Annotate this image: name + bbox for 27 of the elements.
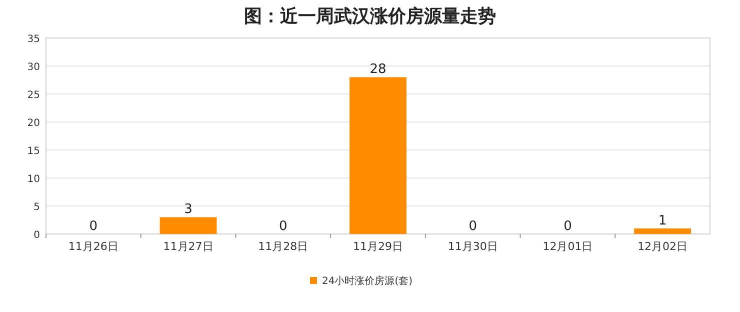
y-tick-label: 20 bbox=[27, 118, 40, 129]
x-tick-label: 12月02日 bbox=[638, 240, 688, 253]
x-tick-label: 11月28日 bbox=[258, 240, 308, 253]
data-label: 0 bbox=[468, 219, 477, 234]
data-label: 1 bbox=[658, 213, 667, 228]
x-tick-label: 11月30日 bbox=[448, 240, 498, 253]
y-tick-label: 30 bbox=[27, 62, 40, 73]
bar bbox=[160, 217, 217, 234]
data-label: 0 bbox=[89, 219, 98, 234]
bar bbox=[350, 77, 406, 234]
data-label: 28 bbox=[370, 62, 386, 78]
x-tick-label: 11月26日 bbox=[68, 240, 118, 253]
x-tick-label: 12月01日 bbox=[542, 240, 593, 253]
data-label: 0 bbox=[279, 219, 288, 234]
y-tick-label: 25 bbox=[27, 90, 40, 101]
legend-label: 24小时涨价房源(套) bbox=[322, 275, 413, 287]
data-label: 0 bbox=[564, 219, 572, 234]
y-tick-label: 15 bbox=[27, 146, 40, 157]
data-label: 3 bbox=[184, 202, 192, 218]
y-tick-label: 35 bbox=[27, 34, 40, 45]
x-tick-label: 11月29日 bbox=[353, 240, 403, 253]
x-tick-label: 11月27日 bbox=[163, 240, 214, 253]
bar bbox=[634, 228, 692, 234]
y-tick-label: 0 bbox=[34, 230, 40, 241]
chart-title: 图：近一周武汉涨价房源量走势 bbox=[244, 6, 496, 27]
y-tick-label: 10 bbox=[27, 174, 40, 185]
y-tick-label: 5 bbox=[34, 202, 40, 213]
